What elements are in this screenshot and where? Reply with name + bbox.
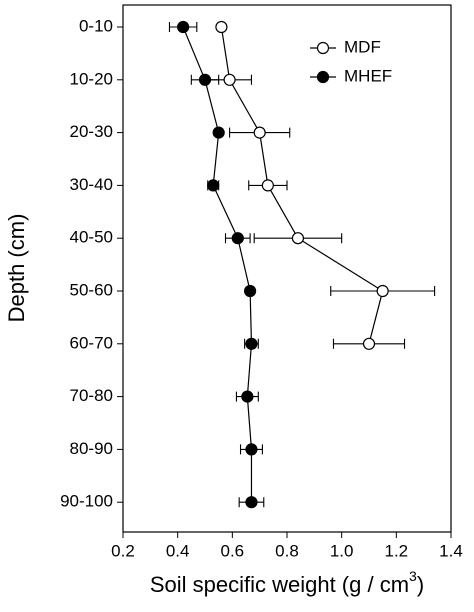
y-tick-label: 90-100 [60, 492, 113, 511]
y-tick-label: 60-70 [70, 333, 113, 352]
marker [231, 232, 244, 245]
marker [245, 496, 258, 509]
marker [215, 20, 228, 34]
marker [291, 232, 305, 245]
legend-label: MDF [344, 37, 381, 56]
legend-marker [316, 41, 330, 55]
y-tick-label: 80-90 [70, 439, 113, 458]
series-line [182, 26, 253, 503]
x-tick-label: 0.2 [111, 541, 135, 560]
marker [198, 73, 212, 86]
y-axis-title: Depth (cm) [4, 214, 29, 323]
x-tick-label: 0.6 [221, 541, 245, 560]
marker [362, 337, 376, 350]
x-tick-label: 1.0 [330, 541, 354, 560]
marker [241, 390, 254, 403]
marker [245, 443, 258, 456]
y-tick-label: 10-20 [70, 69, 113, 88]
marker [207, 179, 220, 192]
y-tick-label: 40-50 [70, 228, 113, 247]
marker [244, 284, 257, 298]
legend-marker [316, 70, 330, 84]
marker [177, 20, 190, 34]
x-tick-label: 1.4 [439, 541, 463, 560]
marker [223, 73, 236, 86]
x-tick-label: 0.4 [166, 541, 190, 560]
marker [212, 126, 225, 139]
plot-frame [122, 4, 452, 533]
marker [376, 284, 389, 298]
legend-label: MHEF [344, 66, 392, 85]
x-axis-title-main: Soil specific weight (g / cm [150, 572, 409, 597]
y-tick-label: 50-60 [70, 280, 113, 299]
y-tick-label: 70-80 [70, 386, 113, 405]
x-axis-title: Soil specific weight (g / cm3) [150, 568, 424, 597]
y-tick-label: 20-30 [70, 122, 113, 141]
x-axis-title-end: ) [417, 572, 424, 597]
y-tick-label: 30-40 [70, 175, 113, 194]
y-tick-label: 0-10 [79, 16, 113, 35]
marker [253, 126, 266, 139]
x-axis-title-sup: 3 [409, 568, 417, 584]
marker [261, 179, 274, 192]
x-tick-label: 0.8 [275, 541, 299, 560]
x-tick-label: 1.2 [385, 541, 409, 560]
marker [245, 337, 258, 350]
